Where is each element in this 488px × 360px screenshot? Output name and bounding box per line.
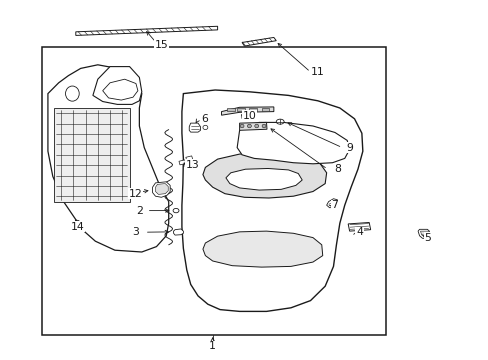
Polygon shape bbox=[182, 90, 362, 311]
Text: 13: 13 bbox=[185, 159, 199, 170]
Ellipse shape bbox=[276, 119, 284, 124]
Polygon shape bbox=[326, 199, 338, 208]
Polygon shape bbox=[203, 231, 322, 267]
Text: 5: 5 bbox=[424, 233, 430, 243]
Polygon shape bbox=[221, 107, 273, 115]
Polygon shape bbox=[417, 229, 428, 238]
Polygon shape bbox=[347, 222, 370, 231]
Polygon shape bbox=[152, 182, 170, 197]
Text: 4: 4 bbox=[355, 227, 362, 237]
Ellipse shape bbox=[247, 124, 251, 128]
Polygon shape bbox=[173, 229, 183, 235]
Text: 14: 14 bbox=[70, 222, 84, 232]
Text: 10: 10 bbox=[242, 111, 256, 121]
Polygon shape bbox=[76, 26, 217, 35]
Text: 2: 2 bbox=[136, 206, 142, 216]
Bar bbox=[41, 47, 386, 335]
Text: 6: 6 bbox=[201, 114, 207, 124]
Polygon shape bbox=[48, 65, 168, 252]
Polygon shape bbox=[93, 67, 142, 104]
Bar bbox=[227, 108, 235, 111]
Ellipse shape bbox=[203, 125, 207, 130]
Polygon shape bbox=[225, 168, 302, 190]
Ellipse shape bbox=[262, 124, 265, 128]
Ellipse shape bbox=[173, 208, 179, 213]
Text: 11: 11 bbox=[310, 67, 324, 77]
Text: 8: 8 bbox=[333, 164, 340, 174]
Text: 9: 9 bbox=[346, 143, 352, 153]
Text: 7: 7 bbox=[331, 200, 338, 210]
Bar bbox=[237, 108, 244, 111]
Polygon shape bbox=[237, 122, 349, 164]
Ellipse shape bbox=[65, 86, 79, 101]
Text: 12: 12 bbox=[129, 189, 142, 199]
Polygon shape bbox=[239, 122, 266, 130]
Polygon shape bbox=[185, 156, 192, 161]
Text: 15: 15 bbox=[154, 40, 168, 50]
Text: 3: 3 bbox=[132, 227, 139, 237]
Polygon shape bbox=[155, 184, 168, 194]
Bar bbox=[249, 108, 257, 111]
Polygon shape bbox=[189, 123, 200, 132]
Text: 1: 1 bbox=[209, 341, 216, 351]
Polygon shape bbox=[420, 231, 427, 237]
Polygon shape bbox=[179, 160, 185, 165]
Polygon shape bbox=[102, 79, 138, 100]
Ellipse shape bbox=[254, 124, 258, 128]
Bar bbox=[54, 108, 129, 202]
Ellipse shape bbox=[240, 124, 244, 128]
Polygon shape bbox=[242, 37, 276, 46]
Polygon shape bbox=[203, 153, 326, 198]
Bar bbox=[261, 108, 269, 111]
